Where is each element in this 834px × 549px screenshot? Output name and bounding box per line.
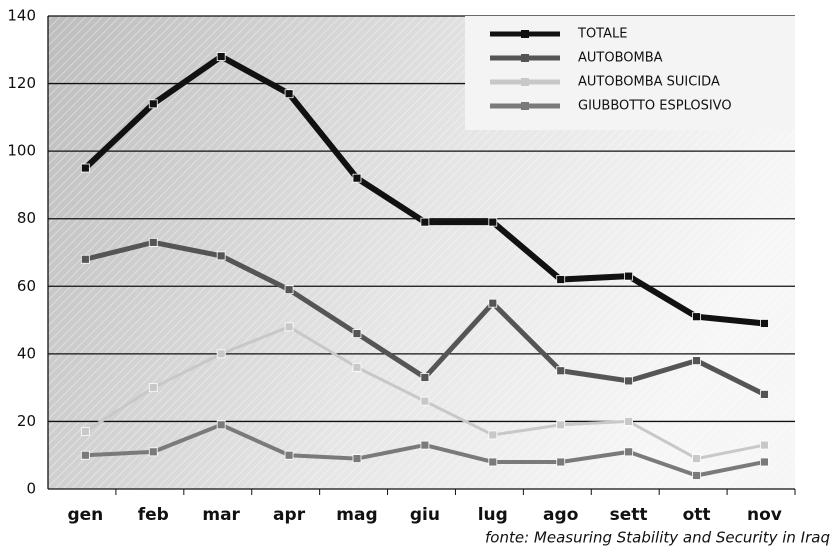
point-marker [284,322,294,332]
legend-marker [521,78,529,86]
point-marker [760,440,769,450]
point-marker [284,450,294,460]
y-tick-label: 40 [17,344,36,362]
point-marker [148,99,158,109]
point-marker [420,396,430,406]
point-marker [760,319,769,328]
legend-label: AUTOBOMBA [578,51,663,66]
point-marker [80,163,90,173]
point-marker [284,89,294,99]
x-tick-label: lug [478,505,508,525]
legend-marker [521,30,529,38]
x-tick-label: nov [747,505,782,525]
y-tick-label: 120 [7,74,36,92]
point-marker [624,271,634,281]
point-marker [420,440,430,450]
point-marker [692,356,701,366]
point-marker [148,383,158,393]
source-note: fonte: Measuring Stability and Security … [485,529,830,547]
point-marker [216,52,226,61]
x-tick-label: giu [410,505,440,525]
point-marker [420,217,430,227]
y-tick-label: 60 [17,277,36,295]
point-marker [352,362,362,372]
point-marker [216,420,226,430]
legend-label: GIUBBOTTO ESPLOSIVO [578,99,732,114]
x-tick-label: gen [67,505,103,525]
point-marker [760,389,769,399]
y-tick-label: 140 [7,7,36,25]
x-tick-label: ott [683,505,711,525]
legend-label: AUTOBOMBA SUICIDA [578,75,720,90]
point-marker [488,298,498,308]
point-marker [692,454,701,463]
y-tick-label: 80 [17,209,36,227]
point-marker [216,349,226,359]
x-tick-label: ago [543,505,578,525]
point-marker [488,457,498,467]
point-marker [216,251,226,261]
point-marker [624,376,634,386]
point-marker [284,285,294,295]
legend-marker [521,54,529,62]
x-tick-label: sett [610,505,648,525]
y-tick-label: 20 [17,412,36,430]
point-marker [692,312,701,322]
point-marker [556,457,566,467]
y-tick-label: 0 [26,480,36,498]
point-marker [80,450,90,460]
point-marker [148,447,158,457]
legend-marker [521,102,529,110]
x-tick-label: mag [336,505,377,525]
point-marker [420,373,430,382]
point-marker [352,329,362,338]
point-marker [352,173,362,183]
point-marker [624,447,634,457]
x-tick-label: apr [273,505,306,525]
point-marker [760,457,769,467]
point-marker [488,217,498,227]
point-marker [148,237,158,247]
point-marker [624,417,634,426]
point-marker [692,471,701,480]
point-marker [80,427,90,436]
legend-label: TOTALE [577,27,627,42]
x-tick-label: feb [138,505,169,525]
point-marker [556,366,566,376]
point-marker [556,420,566,430]
x-tick-label: mar [202,505,240,525]
point-marker [80,254,90,264]
point-marker [556,275,566,284]
y-tick-label: 100 [7,142,36,160]
point-marker [488,430,498,440]
point-marker [352,454,362,463]
